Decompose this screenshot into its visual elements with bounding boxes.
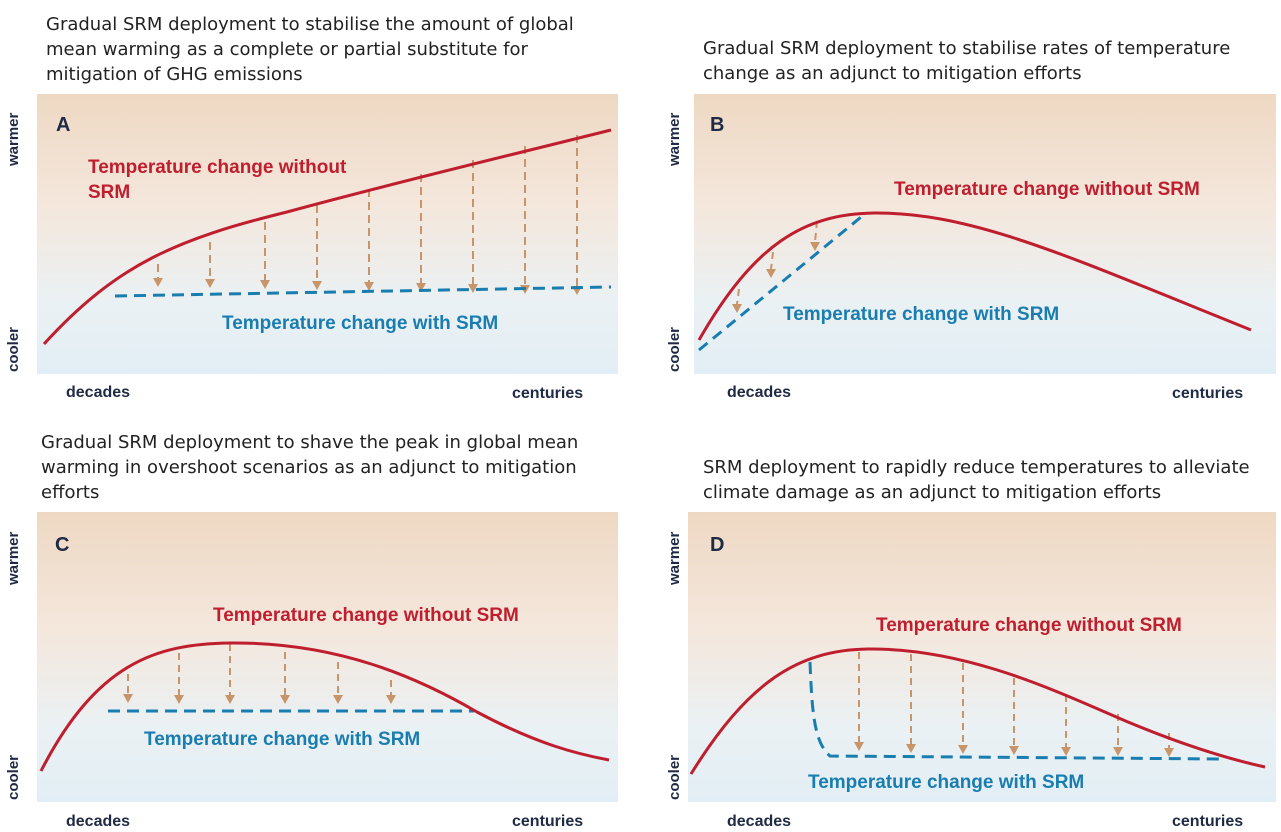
panel-c-arrowheads — [123, 694, 396, 704]
panel-d-centuries-label: centuries — [1172, 813, 1244, 830]
panel-c-centuries-label: centuries — [512, 813, 584, 830]
panel-c-warmer-label: warmer — [5, 531, 22, 585]
panel-c-plot: C Temperature change without SRM Tempera… — [37, 512, 618, 802]
panel-d-plot: D Temperature change without SRM Tempera… — [688, 512, 1276, 802]
panel-c-decades-label: decades — [66, 813, 131, 830]
panel-b-cooler-label: cooler — [666, 326, 683, 372]
panel-c-chart — [39, 641, 610, 772]
panel-b-centuries-label: centuries — [1172, 385, 1244, 402]
panel-c-cooler-label: cooler — [5, 754, 22, 800]
panel-d-chart — [689, 647, 1266, 775]
panel-a-plot: A Temperature change without SRM Tempera… — [37, 94, 618, 374]
panel-b-label-with-srm: Temperature change with SRM — [783, 304, 1060, 325]
panel-a-chart — [42, 128, 612, 346]
panel-d-warmer-label: warmer — [666, 531, 683, 585]
panel-c-arrows — [127, 644, 392, 695]
panel-a-label-without-srm: Temperature change without SRM — [88, 157, 347, 203]
panel-b-title: Gradual SRM deployment to stabilise rate… — [703, 38, 1231, 84]
panel-a-cooler-label: cooler — [5, 326, 22, 372]
panel-a-decades-label: decades — [66, 384, 131, 401]
panel-b-arrows — [736, 220, 818, 305]
panel-a-arrowheads — [153, 278, 582, 295]
panel-d-label-without-srm: Temperature change without SRM — [876, 615, 1182, 636]
panel-b-line-with-srm — [698, 211, 867, 352]
panel-d-cooler-label: cooler — [666, 754, 683, 800]
panel-a-centuries-label: centuries — [512, 385, 584, 402]
panel-a-line-without-srm — [42, 128, 612, 346]
panel-c-line-without-srm — [39, 641, 610, 772]
panel-a-warmer-label: warmer — [5, 112, 22, 166]
panel-b-warmer-label: warmer — [666, 112, 683, 166]
panel-b-chart — [697, 211, 1252, 352]
panel-c-label-without-srm: Temperature change without SRM — [213, 605, 519, 626]
panel-d-label-with-srm: Temperature change with SRM — [808, 772, 1085, 793]
panel-b-letter: B — [710, 114, 725, 136]
panel-d-decades-label: decades — [727, 813, 792, 830]
panel-a-line-with-srm — [114, 285, 612, 298]
panel-d-title: SRM deployment to rapidly reduce tempera… — [703, 457, 1250, 503]
panel-c-label-with-srm: Temperature change with SRM — [144, 729, 421, 750]
panel-a-title: Gradual SRM deployment to stabilise the … — [46, 14, 574, 85]
panel-d-line-with-srm — [808, 661, 1224, 761]
panel-a-letter: A — [56, 114, 71, 136]
panel-d-letter: D — [710, 534, 725, 556]
panel-a-label-with-srm: Temperature change with SRM — [222, 313, 499, 334]
panel-d-arrows — [858, 652, 1170, 748]
panel-d-arrowheads — [854, 742, 1174, 757]
panel-b-decades-label: decades — [727, 384, 792, 401]
panel-b-plot: B Temperature change without SRM Tempera… — [694, 94, 1276, 374]
panel-b-line-without-srm — [697, 211, 1252, 341]
panel-d-line-without-srm — [689, 647, 1266, 775]
panel-b-label-without-srm: Temperature change without SRM — [894, 179, 1200, 200]
panel-c-title: Gradual SRM deployment to shave the peak… — [41, 432, 579, 503]
panel-b-arrowheads — [732, 242, 820, 313]
panel-a-arrows — [157, 135, 578, 286]
panel-c-letter: C — [55, 534, 70, 556]
